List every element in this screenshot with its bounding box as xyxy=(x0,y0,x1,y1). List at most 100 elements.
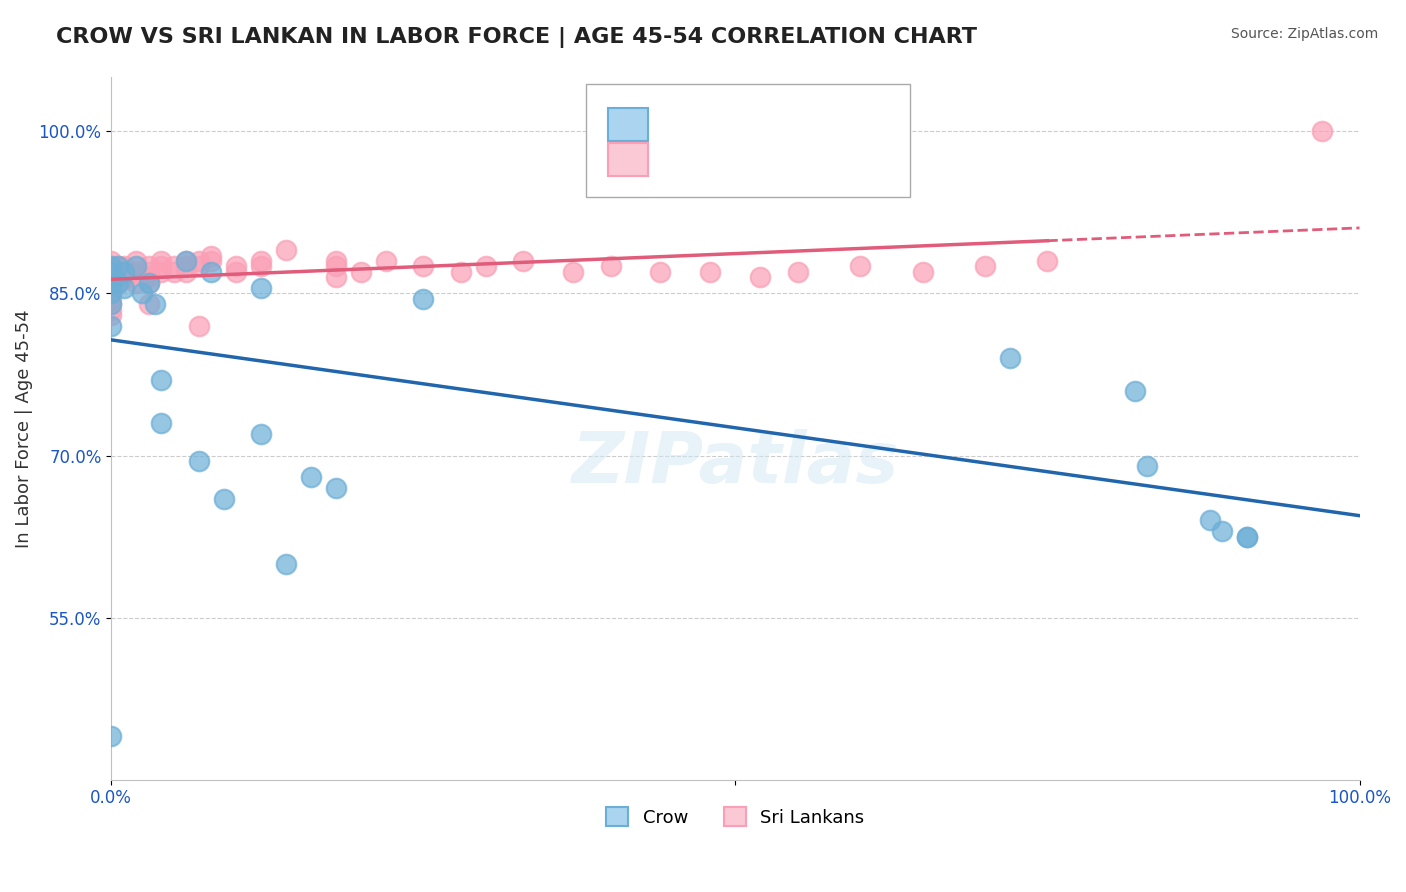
Point xyxy=(325,260,347,274)
Point xyxy=(274,557,297,571)
Text: R = -0.141: R = -0.141 xyxy=(658,116,755,134)
Point xyxy=(200,265,222,279)
Point xyxy=(112,265,135,279)
Point xyxy=(299,470,322,484)
Point xyxy=(107,276,129,290)
FancyBboxPatch shape xyxy=(607,108,648,141)
Point xyxy=(250,281,273,295)
Point xyxy=(412,260,434,274)
Point xyxy=(274,244,297,258)
Point xyxy=(599,260,621,274)
Point xyxy=(118,270,141,285)
Point xyxy=(107,260,129,274)
Point xyxy=(250,426,273,441)
Point xyxy=(112,270,135,285)
Point xyxy=(1236,530,1258,544)
Point xyxy=(150,416,173,430)
Point xyxy=(911,265,934,279)
Point xyxy=(138,260,160,274)
Point xyxy=(125,276,148,290)
Point xyxy=(474,260,496,274)
Text: ZIPatlas: ZIPatlas xyxy=(572,429,898,498)
Point xyxy=(174,254,197,268)
Point xyxy=(200,254,222,268)
Point xyxy=(100,270,122,285)
Point xyxy=(749,270,772,285)
Point xyxy=(100,318,122,333)
Point xyxy=(1136,459,1159,474)
Point xyxy=(163,265,186,279)
Point xyxy=(138,297,160,311)
Point xyxy=(163,260,186,274)
Point xyxy=(998,351,1021,366)
Point xyxy=(212,491,235,506)
Point xyxy=(125,265,148,279)
Point xyxy=(699,265,721,279)
Point xyxy=(100,260,122,274)
Point xyxy=(1123,384,1146,398)
Point xyxy=(350,265,373,279)
Point xyxy=(138,270,160,285)
Point xyxy=(100,265,122,279)
Point xyxy=(374,254,396,268)
Point xyxy=(187,454,209,468)
Point xyxy=(143,297,166,311)
Point xyxy=(512,254,534,268)
Point xyxy=(650,265,672,279)
Point xyxy=(974,260,997,274)
Point xyxy=(107,276,129,290)
Point xyxy=(849,260,872,274)
Point xyxy=(138,265,160,279)
Point xyxy=(150,265,173,279)
Point xyxy=(112,281,135,295)
Point xyxy=(100,730,122,744)
Point xyxy=(150,254,173,268)
Point xyxy=(107,260,129,274)
Point xyxy=(100,276,122,290)
Point xyxy=(100,308,122,322)
Point xyxy=(112,265,135,279)
Point xyxy=(187,318,209,333)
Point xyxy=(225,260,247,274)
Point xyxy=(100,297,122,311)
Point xyxy=(174,254,197,268)
Point xyxy=(450,265,472,279)
Point xyxy=(100,286,122,301)
FancyBboxPatch shape xyxy=(607,144,648,176)
Point xyxy=(786,265,808,279)
Point xyxy=(107,265,129,279)
Text: N = 66: N = 66 xyxy=(804,152,866,169)
Point xyxy=(250,260,273,274)
Point xyxy=(138,276,160,290)
Point xyxy=(325,254,347,268)
Point xyxy=(1198,513,1220,527)
Point xyxy=(112,260,135,274)
Point xyxy=(1310,124,1333,138)
Point xyxy=(1236,530,1258,544)
Point xyxy=(100,281,122,295)
Point xyxy=(150,373,173,387)
Point xyxy=(1036,254,1059,268)
Point xyxy=(100,265,122,279)
Point xyxy=(100,292,122,306)
Y-axis label: In Labor Force | Age 45-54: In Labor Force | Age 45-54 xyxy=(15,310,32,548)
Point xyxy=(325,270,347,285)
Point xyxy=(200,249,222,263)
Point xyxy=(100,302,122,317)
Point xyxy=(100,297,122,311)
Point xyxy=(125,260,148,274)
Point xyxy=(174,260,197,274)
Point xyxy=(250,254,273,268)
Point xyxy=(562,265,585,279)
Point xyxy=(107,270,129,285)
Point xyxy=(100,276,122,290)
Text: R = 0.333: R = 0.333 xyxy=(658,152,748,169)
Point xyxy=(1211,524,1233,538)
Point xyxy=(187,254,209,268)
Point xyxy=(118,265,141,279)
Point xyxy=(138,276,160,290)
Point xyxy=(187,260,209,274)
Point xyxy=(100,286,122,301)
Point xyxy=(325,481,347,495)
Point xyxy=(412,292,434,306)
